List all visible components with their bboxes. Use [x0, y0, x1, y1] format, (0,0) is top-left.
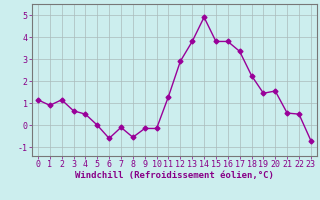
- X-axis label: Windchill (Refroidissement éolien,°C): Windchill (Refroidissement éolien,°C): [75, 171, 274, 180]
